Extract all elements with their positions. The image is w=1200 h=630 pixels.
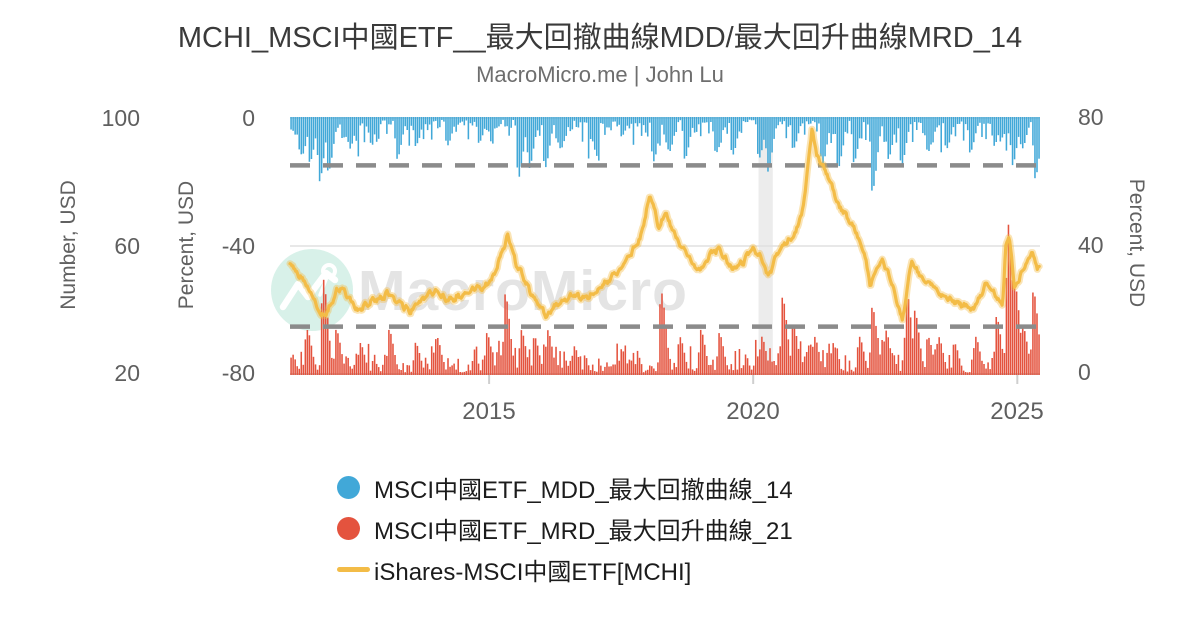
tick-number-left-20: 20 — [114, 360, 140, 386]
x-tick-label-2025: 2025 — [990, 398, 1044, 425]
legend-swatch-mdd-icon — [337, 476, 374, 499]
legend-item-price[interactable]: iShares-MSCI中國ETF[MCHI] — [337, 549, 793, 590]
tick-percent-left-0: 0 — [242, 105, 255, 131]
tick-number-left-100: 100 — [101, 105, 140, 131]
legend-item-mdd[interactable]: MSCI中國ETF_MDD_最大回撤曲線_14 — [337, 467, 793, 508]
legend-label-mrd: MSCI中國ETF_MRD_最大回升曲線_21 — [374, 518, 793, 545]
chart-subtitle: MacroMicro.me | John Lu — [476, 62, 724, 87]
tick-number-left-60: 60 — [114, 233, 140, 259]
x-tick-label-2020: 2020 — [726, 398, 780, 425]
legend-label-price: iShares-MSCI中國ETF[MCHI] — [374, 559, 692, 586]
legend-label-mdd: MSCI中國ETF_MDD_最大回撤曲線_14 — [374, 477, 793, 504]
plot-canvas — [286, 117, 1043, 389]
tick-percent-right-40: 40 — [1078, 232, 1104, 258]
tick-percent-left-40: -40 — [221, 233, 255, 259]
x-tick-label-2015: 2015 — [462, 398, 516, 425]
legend-item-mrd[interactable]: MSCI中國ETF_MRD_最大回升曲線_21 — [337, 508, 793, 549]
tick-percent-right-80: 80 — [1078, 104, 1104, 130]
tick-percent-right-0: 0 — [1078, 359, 1091, 385]
legend-swatch-price-icon — [337, 567, 374, 572]
legend: MSCI中國ETF_MDD_最大回撤曲線_14 MSCI中國ETF_MRD_最大… — [337, 467, 793, 590]
tick-percent-left-80: -80 — [221, 360, 255, 386]
chart-title: MCHI_MSCI中國ETF__最大回撤曲線MDD/最大回升曲線MRD_14 — [177, 22, 1023, 54]
legend-swatch-mrd-icon — [337, 517, 374, 540]
